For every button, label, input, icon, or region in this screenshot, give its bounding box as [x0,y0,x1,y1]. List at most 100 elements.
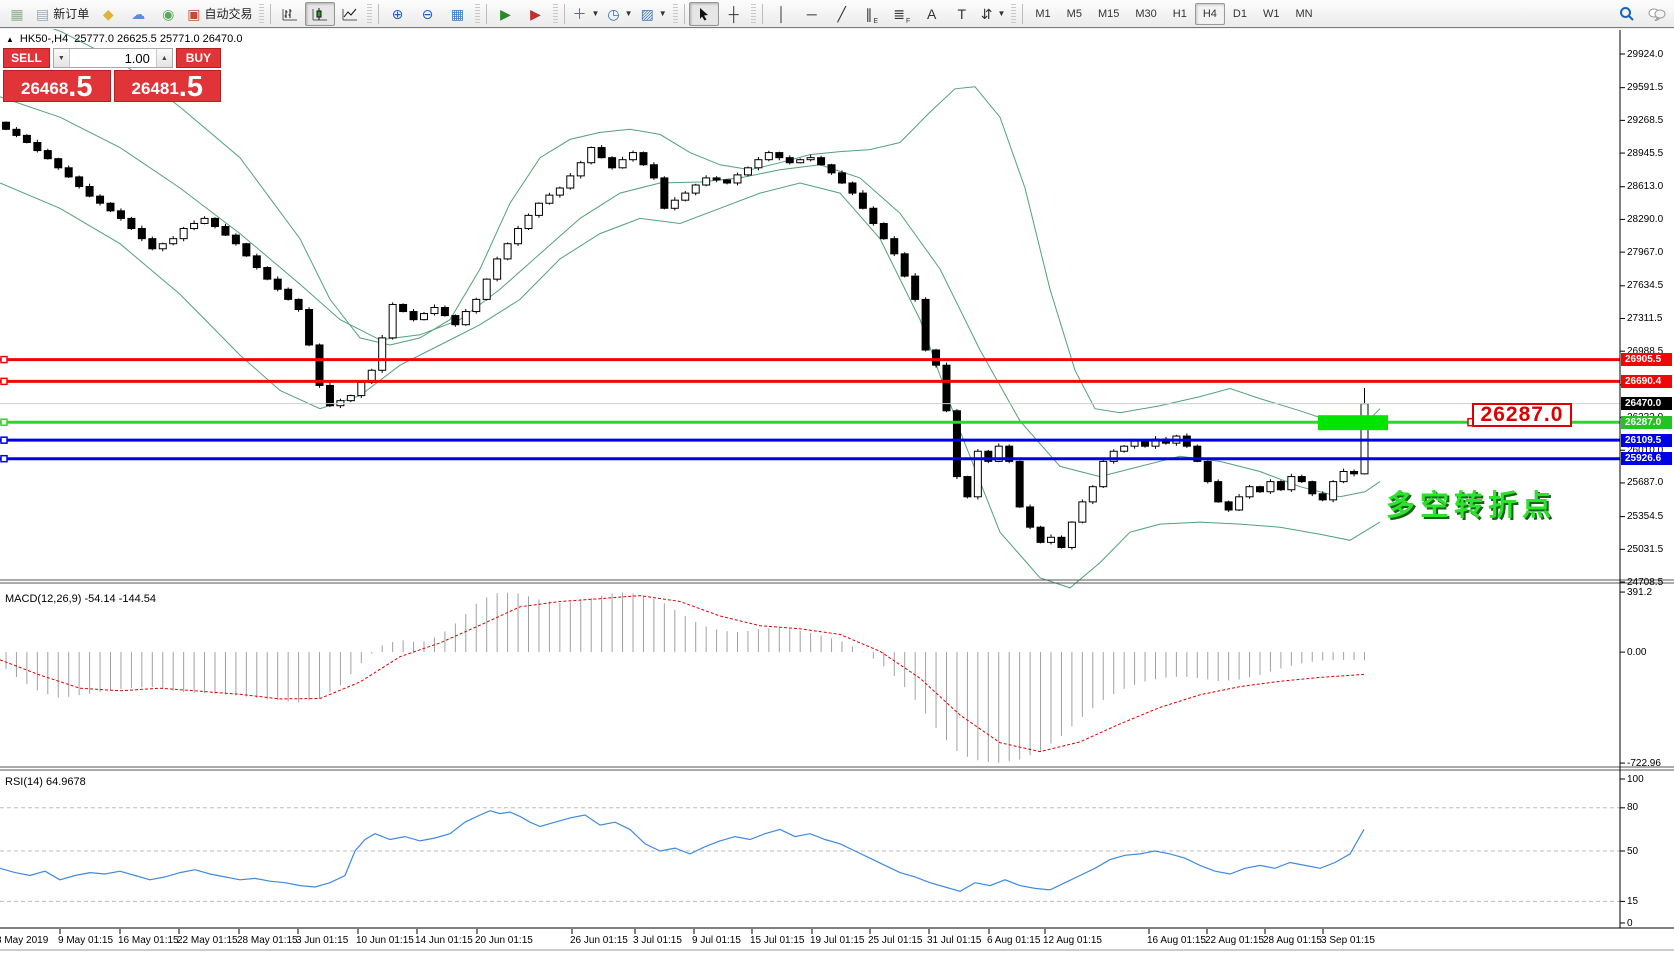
candle-body[interactable] [116,210,125,219]
candle-body[interactable] [1287,476,1296,491]
candle-body[interactable] [608,157,617,169]
buy-button[interactable]: BUY [175,48,221,68]
metaeditor-button[interactable]: ◆ [93,2,123,26]
candle-body[interactable] [221,226,230,236]
candle-body[interactable] [284,288,293,300]
candle-body[interactable] [743,167,752,176]
candle-body[interactable] [1130,440,1139,447]
indicators-button[interactable]: ＋ ▼ [569,2,604,26]
candle-body[interactable] [64,167,73,178]
candle-body[interactable] [1193,445,1202,462]
candle-body[interactable] [1057,536,1066,548]
candle-body[interactable] [357,381,366,397]
candle-body[interactable] [388,303,397,339]
candle-body[interactable] [461,311,470,326]
line-chart-button[interactable] [335,2,365,26]
candle-body[interactable] [1224,501,1233,511]
timeframe-h1-button[interactable]: H1 [1172,7,1187,20]
chart-window[interactable]: ▲ HK50-,H4 25777.0 26625.5 25771.0 26470… [0,29,1674,955]
zoom-out-button[interactable]: ⊖ [413,2,443,26]
candle-body[interactable] [1329,481,1338,501]
price-callout-box[interactable]: 26287.0 [1472,403,1572,427]
market-button[interactable]: ☁ [123,2,153,26]
timeframe-m15-button[interactable]: M15 [1097,7,1120,20]
rsi-line[interactable] [0,810,1365,892]
dropdown-caret-icon[interactable]: ▼ [658,9,667,18]
candle-body[interactable] [1120,445,1129,452]
candle-body[interactable] [85,186,94,197]
candle-body[interactable] [649,164,658,179]
candle-body[interactable] [1235,496,1244,511]
zoom-in-button[interactable]: ⊕ [383,2,413,26]
candle-body[interactable] [440,306,449,317]
candle-body[interactable] [921,298,930,351]
candle-body[interactable] [493,258,502,280]
candle-body[interactable] [294,298,303,311]
sell-price-display[interactable]: 26468 .5 [3,70,111,102]
timeframe-h4-button[interactable]: H4 [1194,2,1225,25]
timeframe-w1-button[interactable]: W1 [1262,7,1280,20]
candle-body[interactable] [242,243,251,257]
candle-body[interactable] [858,192,867,209]
candle-body[interactable] [1047,536,1055,543]
candle-body[interactable] [2,121,10,130]
price-tag-26109.5[interactable]: 26109.5 [1621,433,1672,447]
line-anchor-handle[interactable] [0,377,8,386]
candle-body[interactable] [733,174,742,184]
turning-point-annotation[interactable]: 多空转折点 [1386,490,1557,522]
candle-body[interactable] [879,222,888,240]
periods-button[interactable]: ◷ ▼ [603,2,636,26]
candle-body[interactable] [1256,486,1264,493]
candle-body[interactable] [545,194,554,204]
candle-body[interactable] [1141,440,1150,447]
candle-body[interactable] [137,228,146,240]
candle-body[interactable] [827,164,836,174]
candle-body[interactable] [785,157,794,164]
price-tag-25926.6[interactable]: 25926.6 [1621,452,1672,466]
candle-body[interactable] [273,278,282,290]
candle-body[interactable] [472,298,481,313]
candle-body[interactable] [660,177,669,209]
candle-body[interactable] [890,238,899,255]
candle-body[interactable] [148,238,157,250]
candle-body[interactable] [691,184,700,194]
candle-body[interactable] [211,217,219,228]
candle-body[interactable] [514,228,523,245]
line-anchor-handle[interactable] [0,355,8,364]
candle-body[interactable] [1088,486,1097,503]
line-anchor-handle[interactable] [0,418,8,426]
price-tag-26470.0[interactable]: 26470.0 [1621,397,1672,411]
timeframe-m30-button[interactable]: M30 [1135,7,1157,20]
timeframe-mn-button[interactable]: MN [1295,7,1313,20]
candle-body[interactable] [900,253,909,277]
tile-windows-button[interactable]: ▦ [443,2,473,26]
candle-body[interactable] [712,177,721,181]
text-button[interactable]: A [917,2,947,26]
candle-body[interactable] [409,311,418,321]
volume-decrease-button[interactable]: ▼ [53,49,70,67]
candle-body[interactable] [503,243,512,260]
candle-body[interactable] [932,349,941,366]
candle-body[interactable] [775,152,784,159]
candle-body[interactable] [994,445,1003,462]
arrows-button[interactable]: ⇵ ▼ [977,2,1010,26]
dropdown-caret-icon[interactable]: ▼ [624,9,633,18]
candle-body[interactable] [1276,481,1285,491]
candle-body[interactable] [169,238,178,245]
candle-body[interactable] [22,134,31,143]
candle-body[interactable] [952,410,961,478]
macd-signal-line[interactable] [0,595,1365,753]
cursor-button[interactable] [688,1,719,26]
text-label-button[interactable]: T [947,2,977,26]
candle-body[interactable] [702,177,711,186]
candle-body[interactable] [430,306,439,315]
bollinger-lower-band[interactable] [0,182,1381,589]
autotrade-button[interactable]: ▣ 自动交易 [183,2,256,26]
candle-body[interactable] [252,255,261,269]
candle-body[interactable] [96,195,105,204]
candle-body[interactable] [1015,460,1024,508]
candle-body[interactable] [796,159,805,164]
candle-body[interactable] [524,214,533,230]
horizontal-line-button[interactable]: ─ [797,2,827,26]
candle-body[interactable] [1078,501,1087,523]
